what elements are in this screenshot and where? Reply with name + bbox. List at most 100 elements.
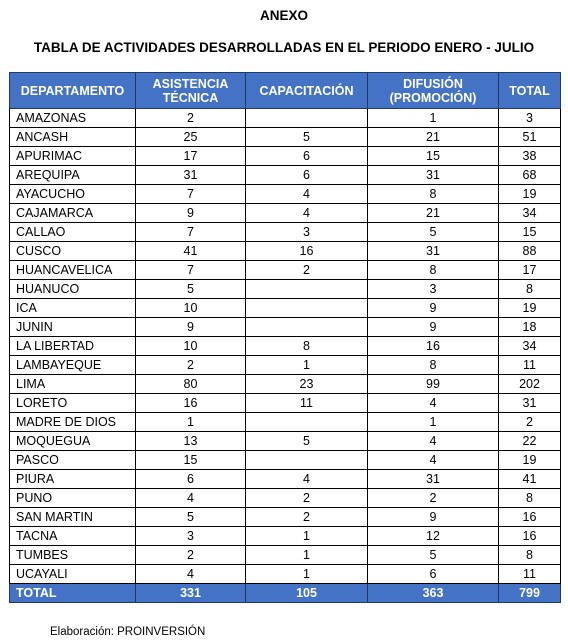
cell-departamento: AMAZONAS: [9, 108, 136, 128]
totals-row: TOTAL 331 105 363 799: [9, 583, 561, 603]
cell-total: 19: [498, 298, 561, 318]
total-asistencia: 331: [135, 583, 246, 603]
table-row: UCAYALI 4 1 6 11: [9, 564, 561, 584]
cell-total: 31: [498, 393, 561, 413]
cell-departamento: PASCO: [9, 450, 136, 470]
cell-departamento: CUSCO: [9, 241, 136, 261]
cell-total: 51: [498, 127, 561, 147]
cell-departamento: TUMBES: [9, 545, 136, 565]
cell-total: 3: [498, 108, 561, 128]
cell-departamento: LIMA: [9, 374, 136, 394]
cell-total: 34: [498, 203, 561, 223]
cell-asistencia: 13: [135, 431, 246, 451]
cell-capacitacion: [245, 298, 368, 318]
table-title: TABLA DE ACTIVIDADES DESARROLLADAS EN EL…: [33, 40, 535, 55]
cell-asistencia: 10: [135, 298, 246, 318]
cell-difusion: 4: [367, 393, 499, 413]
cell-asistencia: 3: [135, 526, 246, 546]
cell-total: 34: [498, 336, 561, 356]
cell-asistencia: 7: [135, 260, 246, 280]
cell-departamento: LA LIBERTAD: [9, 336, 136, 356]
cell-capacitacion: 2: [245, 507, 368, 527]
totals-label: TOTAL: [9, 583, 136, 603]
table-row: PASCO 15 4 19: [9, 450, 561, 470]
table-body: AMAZONAS 2 1 3 ANCASH 25 5 21 51 APURIMAC 17 6 15 38 A…: [9, 108, 561, 584]
table-row: LIMA 80 23 99 202: [9, 374, 561, 394]
table-row: AYACUCHO 7 4 8 19: [9, 184, 561, 204]
cell-capacitacion: 23: [245, 374, 368, 394]
table-row: LORETO 16 11 4 31: [9, 393, 561, 413]
cell-total: 15: [498, 222, 561, 242]
cell-difusion: 8: [367, 260, 499, 280]
cell-asistencia: 17: [135, 146, 246, 166]
total-capacitacion: 105: [245, 583, 368, 603]
cell-departamento: LORETO: [9, 393, 136, 413]
cell-asistencia: 7: [135, 222, 246, 242]
cell-total: 11: [498, 355, 561, 375]
cell-asistencia: 7: [135, 184, 246, 204]
cell-departamento: PUNO: [9, 488, 136, 508]
table-row: TACNA 3 1 12 16: [9, 526, 561, 546]
col-header-total: TOTAL: [498, 72, 561, 109]
cell-capacitacion: [245, 412, 368, 432]
cell-asistencia: 5: [135, 279, 246, 299]
cell-total: 8: [498, 279, 561, 299]
cell-total: 202: [498, 374, 561, 394]
cell-departamento: HUANUCO: [9, 279, 136, 299]
cell-asistencia: 10: [135, 336, 246, 356]
cell-capacitacion: 4: [245, 203, 368, 223]
cell-difusion: 8: [367, 184, 499, 204]
cell-capacitacion: [245, 450, 368, 470]
cell-difusion: 12: [367, 526, 499, 546]
col-header-departamento: DEPARTAMENTO: [9, 72, 136, 109]
cell-difusion: 31: [367, 469, 499, 489]
cell-departamento: ICA: [9, 298, 136, 318]
total-difusion: 363: [367, 583, 499, 603]
cell-difusion: 21: [367, 203, 499, 223]
table-header-row: DEPARTAMENTO ASISTENCIA TÉCNICA CAPACITA…: [9, 72, 561, 109]
table-row: APURIMAC 17 6 15 38: [9, 146, 561, 166]
cell-capacitacion: 3: [245, 222, 368, 242]
table-row: TUMBES 2 1 5 8: [9, 545, 561, 565]
cell-departamento: AREQUIPA: [9, 165, 136, 185]
table-row: LA LIBERTAD 10 8 16 34: [9, 336, 561, 356]
cell-departamento: CAJAMARCA: [9, 203, 136, 223]
cell-departamento: AYACUCHO: [9, 184, 136, 204]
cell-capacitacion: 6: [245, 165, 368, 185]
cell-difusion: 21: [367, 127, 499, 147]
grand-total: 799: [498, 583, 561, 603]
cell-capacitacion: 2: [245, 260, 368, 280]
cell-difusion: 16: [367, 336, 499, 356]
cell-capacitacion: 11: [245, 393, 368, 413]
cell-asistencia: 16: [135, 393, 246, 413]
cell-difusion: 5: [367, 222, 499, 242]
cell-total: 16: [498, 526, 561, 546]
cell-total: 16: [498, 507, 561, 527]
table-row: MOQUEGUA 13 5 4 22: [9, 431, 561, 451]
cell-capacitacion: 5: [245, 431, 368, 451]
cell-asistencia: 80: [135, 374, 246, 394]
cell-difusion: 1: [367, 108, 499, 128]
cell-difusion: 1: [367, 412, 499, 432]
cell-total: 19: [498, 450, 561, 470]
cell-departamento: SAN MARTIN: [9, 507, 136, 527]
table-row: ANCASH 25 5 21 51: [9, 127, 561, 147]
cell-departamento: APURIMAC: [9, 146, 136, 166]
cell-departamento: UCAYALI: [9, 564, 136, 584]
cell-capacitacion: [245, 279, 368, 299]
cell-asistencia: 5: [135, 507, 246, 527]
cell-asistencia: 15: [135, 450, 246, 470]
col-header-capacitacion: CAPACITACIÓN: [245, 72, 368, 109]
cell-capacitacion: 1: [245, 526, 368, 546]
cell-asistencia: 2: [135, 355, 246, 375]
table-row: CALLAO 7 3 5 15: [9, 222, 561, 242]
cell-total: 41: [498, 469, 561, 489]
cell-asistencia: 25: [135, 127, 246, 147]
cell-total: 38: [498, 146, 561, 166]
cell-departamento: MOQUEGUA: [9, 431, 136, 451]
cell-difusion: 15: [367, 146, 499, 166]
cell-departamento: MADRE DE DIOS: [9, 412, 136, 432]
cell-total: 88: [498, 241, 561, 261]
cell-capacitacion: [245, 108, 368, 128]
cell-difusion: 9: [367, 317, 499, 337]
